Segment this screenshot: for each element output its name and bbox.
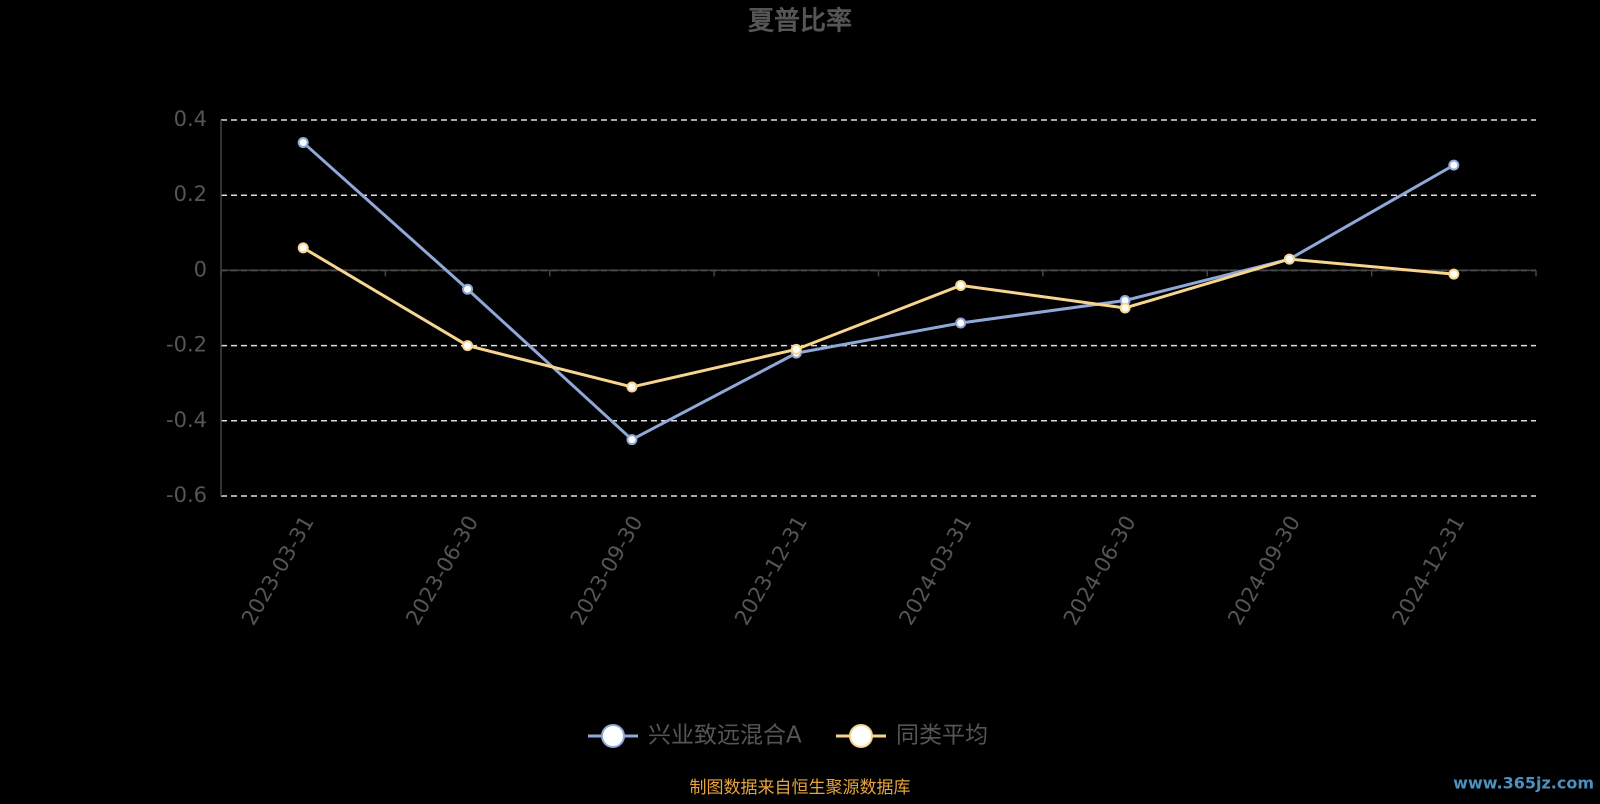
y-tick-label: 0.2 xyxy=(174,182,207,206)
data-point xyxy=(626,434,638,446)
data-point xyxy=(955,279,967,291)
data-point xyxy=(462,340,474,352)
source-note: 制图数据来自恒生聚源数据库 xyxy=(690,778,911,798)
chart-title: 夏普比率 xyxy=(748,6,852,37)
data-point xyxy=(790,343,802,355)
watermark: www.365jz.com xyxy=(1453,774,1594,793)
data-point xyxy=(1448,268,1460,280)
legend-label: 同类平均 xyxy=(896,723,988,749)
y-tick-label: 0 xyxy=(194,257,207,281)
legend-label: 兴业致远混合A xyxy=(648,723,802,749)
data-point xyxy=(462,283,474,295)
y-tick-label: -0.6 xyxy=(166,483,207,507)
y-tick-label: 0.4 xyxy=(174,107,207,131)
y-tick-label: -0.2 xyxy=(166,333,207,357)
data-point xyxy=(955,317,967,329)
data-point xyxy=(1283,253,1295,265)
data-point xyxy=(297,242,309,254)
data-point xyxy=(297,137,309,149)
series-line xyxy=(302,246,1454,389)
legend-marker xyxy=(849,724,873,748)
data-point xyxy=(626,381,638,393)
y-tick-label: -0.4 xyxy=(166,408,207,432)
data-point xyxy=(1448,159,1460,171)
data-point xyxy=(1119,302,1131,314)
legend-marker xyxy=(601,724,625,748)
